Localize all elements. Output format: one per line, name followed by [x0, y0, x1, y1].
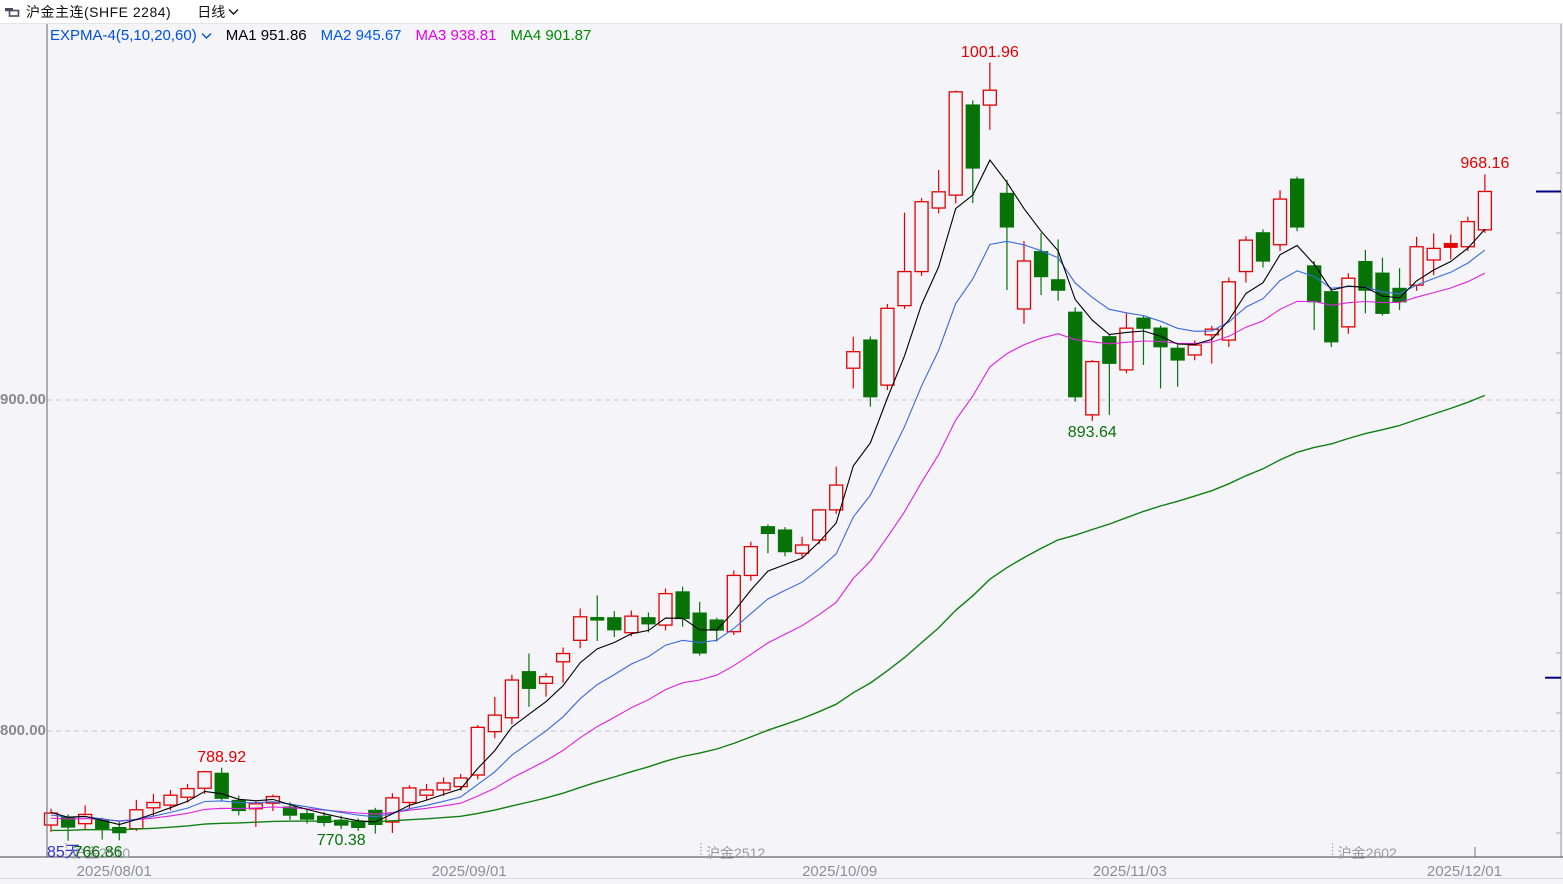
chevron-down-icon — [201, 32, 212, 39]
indicator-name[interactable]: EXPMA-4(5,10,20,60) — [50, 27, 212, 44]
title-bar: 沪金主连(SHFE 2284) 日线 — [0, 0, 1563, 24]
period-selector[interactable]: 日线 — [197, 2, 239, 22]
chevron-down-icon — [228, 8, 239, 15]
instrument-title: 沪金主连(SHFE 2284) — [26, 3, 172, 20]
period-label: 日线 — [197, 3, 226, 20]
link-icon — [4, 6, 20, 18]
candlestick-chart[interactable] — [0, 24, 1563, 884]
chart-area: EXPMA-4(5,10,20,60) MA1 951.86 MA2 945.67… — [0, 24, 1563, 884]
